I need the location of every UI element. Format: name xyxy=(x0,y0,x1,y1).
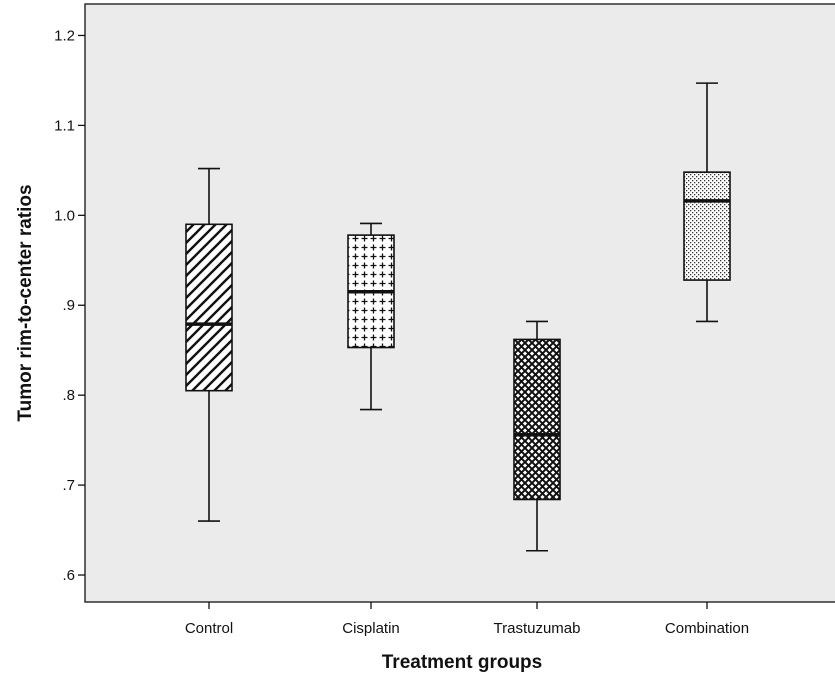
y-tick-label: .6 xyxy=(62,567,75,584)
x-tick-label-cisplatin: Cisplatin xyxy=(342,620,400,637)
box-trastuzumab xyxy=(513,320,561,552)
x-tick-label-control: Control xyxy=(185,620,233,637)
y-axis-title: Tumor rim-to-center ratios xyxy=(15,184,36,421)
y-tick-label: 1.1 xyxy=(54,117,75,134)
y-tick-label: 1.2 xyxy=(54,27,75,44)
box-control xyxy=(185,167,233,522)
iqr-box xyxy=(683,171,731,281)
x-axis-title: Treatment groups xyxy=(382,652,542,673)
y-axis: .6 .7 .8 .9 1.0 1.1 1.2 xyxy=(54,27,85,584)
y-tick-label: .8 xyxy=(62,387,75,404)
y-tick-label: .7 xyxy=(62,477,75,494)
iqr-box xyxy=(185,223,233,392)
x-tick-label-trastuzumab: Trastuzumab xyxy=(494,620,581,637)
y-tick-label: .9 xyxy=(62,297,75,314)
boxes-layer xyxy=(185,82,731,552)
iqr-box xyxy=(513,338,561,501)
box-cisplatin xyxy=(347,222,395,411)
x-tick-label-combination: Combination xyxy=(665,620,749,637)
x-axis: Control Cisplatin Trastuzumab Combination xyxy=(185,602,749,637)
box-combination xyxy=(683,82,731,323)
y-tick-label: 1.0 xyxy=(54,207,75,224)
